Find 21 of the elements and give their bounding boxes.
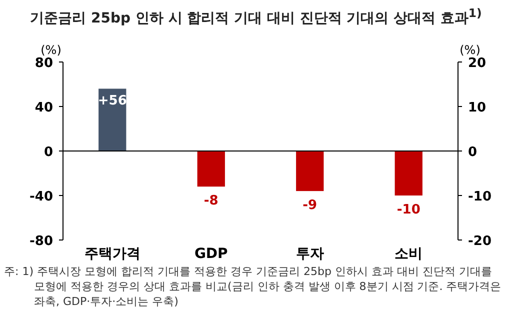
y-axis-title: (%) xyxy=(40,43,62,57)
y-tick-label: 0 xyxy=(44,145,53,160)
y-tick-label: 40 xyxy=(34,100,53,116)
y2-tick-label: -10 xyxy=(468,190,492,204)
data-label: -9 xyxy=(302,198,318,214)
x-tick-label: 주택가격 xyxy=(84,246,140,262)
y2-tick-label: -20 xyxy=(468,234,492,249)
chart-title: 기준금리 25bp 인하 시 합리적 기대 대비 진단적 기대의 상대적 효과$^{1)}$ xyxy=(29,6,483,28)
y-tick-label: -40 xyxy=(30,190,53,204)
y2-tick-label: 10 xyxy=(468,100,486,116)
y-tick-label: 80 xyxy=(34,56,53,71)
x-tick-label: 투자 xyxy=(296,246,324,262)
y-tick-label: -80 xyxy=(30,234,53,249)
y2-tick-label: 20 xyxy=(468,56,486,71)
text: 주: 1) 주택시장 모형에 합리적 기대를 적용한 경우 기준금리 25bp 인하시 효과 대비 진단적 기대를 모형에 적용한 경우의 상대 효과를 비교(금리 인하 충격 발생 이후 8분기 시점 기준. 주택가격은 좌축, GDP·투자·소비는 우축) xyxy=(4,264,502,309)
data-label: -10 xyxy=(396,202,420,218)
data-label: -8 xyxy=(204,194,218,209)
x-tick-label: 소비 xyxy=(394,246,423,262)
y2-tick-label: 0 xyxy=(468,145,478,160)
x-tick-label: GDP xyxy=(194,246,228,262)
y2-axis-title: (%) xyxy=(460,43,480,57)
